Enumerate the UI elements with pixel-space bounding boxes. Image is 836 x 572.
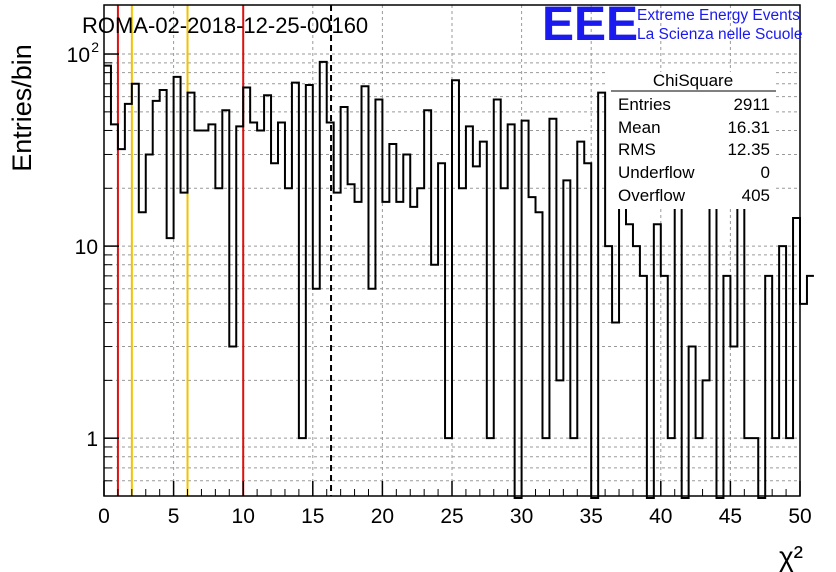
stats-label-underflow: Underflow bbox=[618, 163, 695, 182]
x-tick-label: 30 bbox=[510, 505, 533, 528]
stats-label-rms: RMS bbox=[618, 140, 656, 159]
y-tick-exponent: 2 bbox=[91, 39, 99, 55]
x-tick-label: 35 bbox=[580, 505, 603, 528]
y-tick-label: 10 bbox=[75, 236, 98, 259]
x-tick-label: 5 bbox=[168, 505, 180, 528]
x-tick-label: 40 bbox=[649, 505, 672, 528]
logo-line-2: La Scienza nelle Scuole bbox=[637, 26, 802, 43]
x-tick-label: 25 bbox=[440, 505, 463, 528]
y-axis-label: Entries/bin bbox=[7, 44, 37, 172]
y-tick-label: 1 bbox=[86, 428, 98, 451]
stats-box: ChiSquare Entries 2911 Mean 16.31 RMS 12… bbox=[608, 71, 776, 209]
stats-label-mean: Mean bbox=[618, 118, 661, 137]
histogram-outline bbox=[104, 60, 814, 499]
stats-value-underflow: 0 bbox=[761, 163, 770, 182]
x-tick-label: 50 bbox=[788, 505, 811, 528]
stats-value-entries: 2911 bbox=[733, 95, 770, 114]
y-tick-label: 10 bbox=[67, 44, 90, 67]
logo-mark: EEE bbox=[542, 0, 638, 51]
x-tick-label: 45 bbox=[719, 505, 742, 528]
x-axis-label: χ² bbox=[779, 541, 803, 572]
eee-logo: EEE Extreme Energy Events La Scienza nel… bbox=[542, 0, 802, 51]
stats-box-title: ChiSquare bbox=[653, 71, 733, 90]
x-tick-label: 10 bbox=[232, 505, 255, 528]
stats-label-overflow: Overflow bbox=[618, 186, 686, 205]
stats-value-rms: 12.35 bbox=[727, 140, 770, 159]
x-axis: 0 5 10 15 20 25 30 35 40 45 50 bbox=[98, 481, 812, 528]
chart-title: ROMA-02-2018-12-25-00160 bbox=[82, 13, 368, 38]
x-tick-label: 20 bbox=[371, 505, 394, 528]
x-tick-label: 0 bbox=[98, 505, 110, 528]
stats-value-overflow: 405 bbox=[742, 186, 770, 205]
logo-line-1: Extreme Energy Events bbox=[637, 7, 800, 24]
x-tick-label: 15 bbox=[301, 505, 324, 528]
stats-label-entries: Entries bbox=[618, 95, 671, 114]
stats-box-background bbox=[608, 72, 776, 209]
stats-value-mean: 16.31 bbox=[727, 118, 770, 137]
